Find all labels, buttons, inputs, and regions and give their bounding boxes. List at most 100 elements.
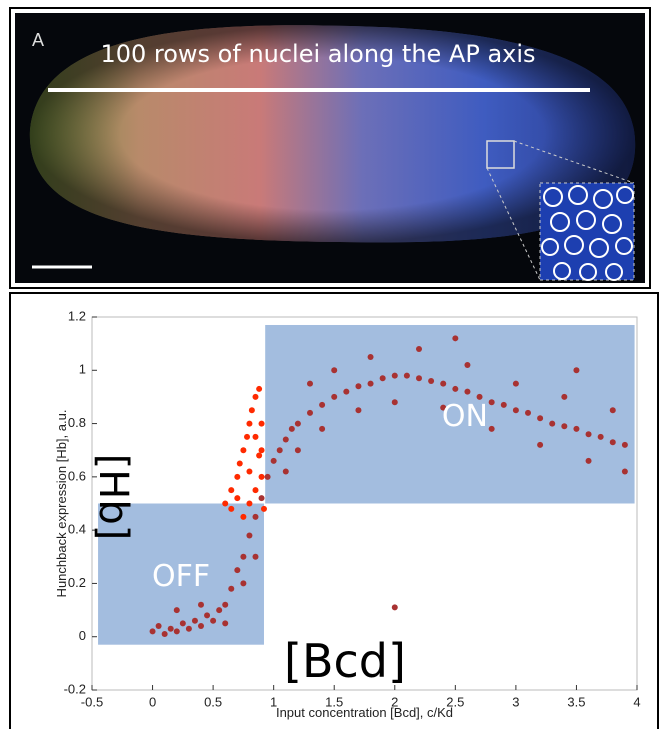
point [216,607,223,614]
region-label: OFF [152,559,210,594]
point [609,439,616,446]
y-tick-label: -0.2 [64,681,86,696]
nuclei [541,185,634,281]
point [307,380,313,387]
point [331,393,338,400]
x-tick-label: 2 [391,694,398,709]
point [252,433,259,440]
y-tick-label: 1 [79,362,86,377]
point [307,409,313,416]
x-tick-label: 1 [270,694,277,709]
y-tick-label: 0.2 [68,575,86,590]
point [282,468,289,475]
point [597,433,604,440]
x-tick-label: 2.5 [446,694,464,709]
point [537,415,544,422]
point [609,407,616,414]
point [403,372,410,379]
point [244,433,251,440]
data-layer [98,324,635,645]
point [222,601,229,608]
y-annotation: [Hb] [90,454,136,541]
point [319,401,326,408]
point [331,367,338,374]
panel-label: A [32,30,44,50]
point [246,420,253,427]
point [573,367,580,374]
point [391,604,398,611]
point [476,393,483,400]
point [343,388,350,395]
point [246,532,253,539]
point [173,607,180,614]
y-tick-label: 0.6 [68,468,86,483]
point [488,425,495,432]
point [260,505,267,512]
x-tick-label: 3.5 [567,694,585,709]
point [240,447,247,454]
point [204,612,211,619]
x-tick-label: -0.5 [81,694,103,709]
point [173,628,180,635]
point [252,393,259,400]
region [265,324,635,504]
point [240,553,247,560]
x-tick-label: 0.5 [204,694,222,709]
point [191,617,198,624]
plot-area [91,316,638,691]
point [222,620,229,627]
point [246,500,253,507]
point [500,401,507,408]
point [288,425,295,432]
point [240,580,247,587]
x-axis-label: Input concentration [Bcd], c/Kd [276,705,453,720]
point [252,487,259,494]
point [161,631,168,638]
point [256,452,263,459]
point [367,353,374,360]
point [416,345,422,352]
point [355,383,362,390]
inset-guide [486,167,541,281]
point [198,623,204,630]
point [452,385,459,392]
x-tick-label: 4 [633,694,640,709]
point [537,441,544,448]
point [549,420,556,427]
point [228,487,235,494]
point [234,567,241,574]
y-tick-label: 0.8 [68,415,86,430]
point [252,513,259,520]
point [234,495,241,502]
point [440,380,447,387]
inset-marker [486,140,515,169]
point [355,407,362,414]
point [294,447,301,454]
point [240,513,247,520]
point [561,423,568,430]
point [464,361,471,368]
point [264,473,271,480]
point [198,601,204,608]
point [512,407,519,414]
x-tick-label: 0 [149,694,156,709]
point [276,447,283,454]
x-annotation: [Bcd] [284,634,406,688]
y-axis-label: Hunchback expression [Hb], a.u. [54,410,69,598]
point [440,404,447,411]
point [236,460,243,467]
point [222,500,229,507]
point [391,372,398,379]
point [319,425,326,432]
point [256,385,263,392]
point [248,407,255,414]
point [621,441,628,448]
point [179,620,186,627]
point [464,388,471,395]
point [294,420,301,427]
caption: 100 rows of nuclei along the AP axis [100,40,535,68]
point [488,399,495,406]
point [452,335,459,342]
